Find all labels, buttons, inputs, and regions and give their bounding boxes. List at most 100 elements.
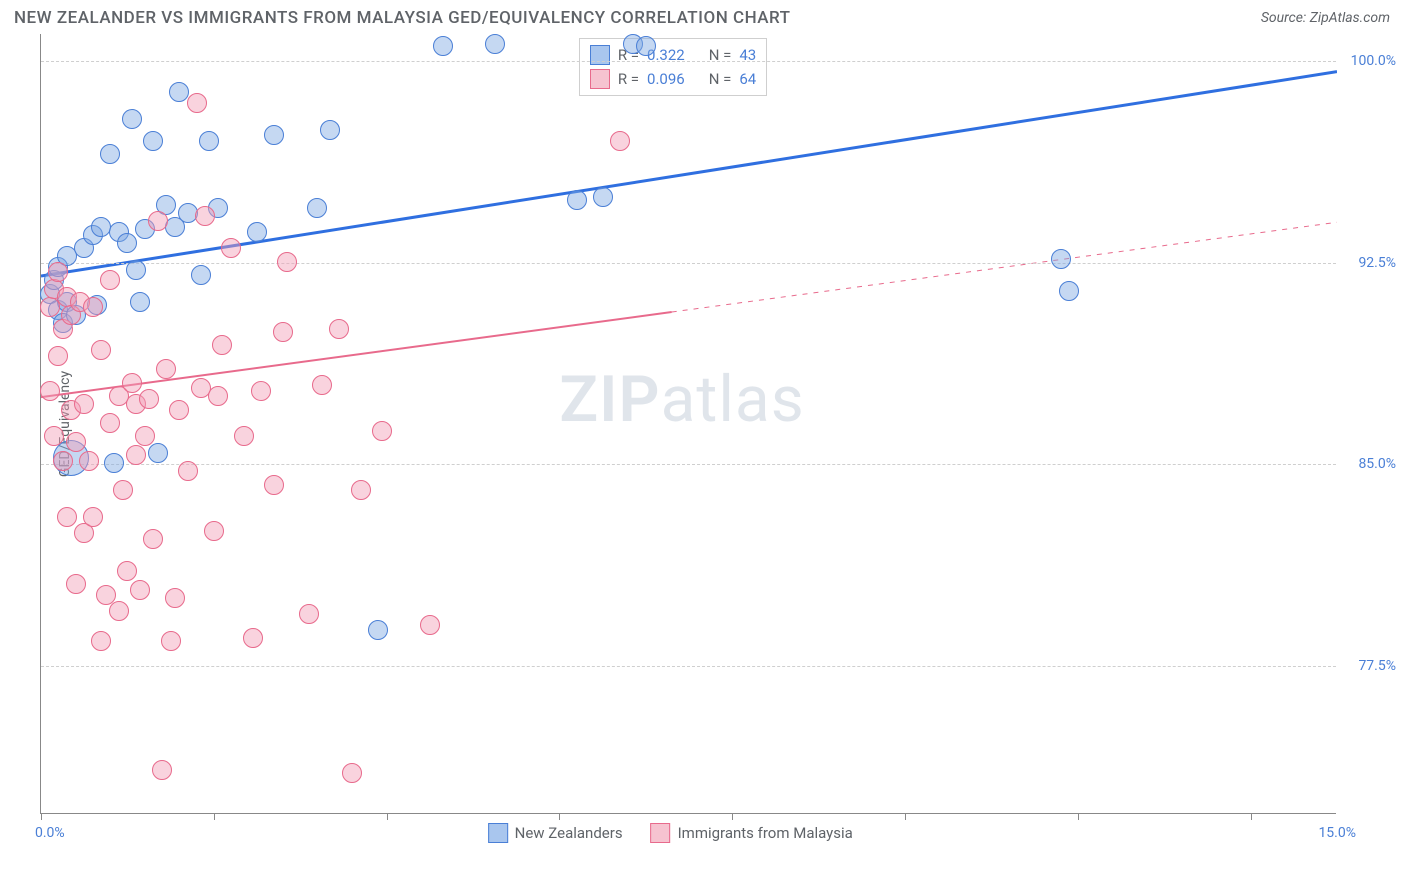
- x-tick: [41, 813, 42, 820]
- x-tick: [905, 813, 906, 820]
- data-point: [130, 292, 150, 312]
- data-point: [148, 211, 168, 231]
- legend-swatch: [651, 823, 671, 843]
- data-point: [48, 262, 68, 282]
- x-tick: [732, 813, 733, 820]
- data-point: [91, 631, 111, 651]
- data-point: [307, 198, 327, 218]
- legend-item: Immigrants from Malaysia: [651, 823, 853, 843]
- data-point: [567, 190, 587, 210]
- legend-item: New Zealanders: [488, 823, 623, 843]
- data-point: [74, 394, 94, 414]
- data-point: [593, 187, 613, 207]
- legend-label: New Zealanders: [515, 824, 623, 842]
- data-point: [117, 561, 137, 581]
- data-point: [126, 260, 146, 280]
- data-point: [320, 120, 340, 140]
- data-point: [148, 443, 168, 463]
- legend-label: Immigrants from Malaysia: [678, 824, 853, 842]
- watermark-post: atlas: [661, 362, 805, 437]
- n-value: 64: [739, 67, 756, 91]
- data-point: [351, 480, 371, 500]
- data-point: [156, 359, 176, 379]
- source-attribution: Source: ZipAtlas.com: [1261, 10, 1390, 26]
- data-point: [165, 588, 185, 608]
- data-point: [130, 580, 150, 600]
- data-point: [66, 574, 86, 594]
- x-tick: [1078, 813, 1079, 820]
- data-point: [312, 375, 332, 395]
- r-label: R =: [618, 67, 639, 91]
- stat-legend-row: R = 0.096 N = 64: [590, 67, 756, 91]
- data-point: [100, 413, 120, 433]
- data-point: [372, 421, 392, 441]
- data-point: [264, 125, 284, 145]
- data-point: [100, 144, 120, 164]
- data-point: [178, 461, 198, 481]
- data-point: [104, 453, 124, 473]
- data-point: [247, 222, 267, 242]
- y-tick-label: 92.5%: [1341, 255, 1396, 271]
- y-tick-label: 77.5%: [1341, 658, 1396, 674]
- data-point: [126, 445, 146, 465]
- gridline: [41, 464, 1336, 465]
- n-label: N =: [709, 67, 732, 91]
- data-point: [208, 386, 228, 406]
- data-point: [277, 252, 297, 272]
- data-point: [329, 319, 349, 339]
- data-point: [91, 340, 111, 360]
- data-point: [79, 451, 99, 471]
- data-point: [299, 604, 319, 624]
- x-min-label: 0.0%: [35, 825, 65, 841]
- data-point: [152, 760, 172, 780]
- data-point: [610, 131, 630, 151]
- n-value: 43: [739, 43, 756, 67]
- data-point: [113, 480, 133, 500]
- stat-legend-row: R =0.322N =43: [590, 43, 756, 67]
- data-point: [485, 34, 505, 54]
- watermark-pre: ZIP: [559, 362, 660, 437]
- data-point: [139, 389, 159, 409]
- data-point: [40, 297, 60, 317]
- trend-lines: [41, 34, 1337, 814]
- series-legend: New Zealanders Immigrants from Malaysia: [488, 823, 853, 843]
- gridline: [41, 666, 1336, 667]
- data-point: [433, 36, 453, 56]
- data-point: [191, 265, 211, 285]
- data-point: [53, 451, 73, 471]
- n-label: N =: [709, 43, 732, 67]
- x-tick: [214, 813, 215, 820]
- data-point: [212, 335, 232, 355]
- y-tick-label: 100.0%: [1341, 53, 1396, 69]
- data-point: [264, 475, 284, 495]
- data-point: [187, 93, 207, 113]
- data-point: [234, 426, 254, 446]
- data-point: [135, 426, 155, 446]
- gridline: [41, 263, 1336, 264]
- data-point: [44, 426, 64, 446]
- gridline: [41, 61, 1336, 62]
- data-point: [122, 373, 142, 393]
- data-point: [57, 507, 77, 527]
- x-tick: [1251, 813, 1252, 820]
- chart-title: NEW ZEALANDER VS IMMIGRANTS FROM MALAYSI…: [14, 8, 791, 28]
- data-point: [66, 432, 86, 452]
- data-point: [221, 238, 241, 258]
- data-point: [109, 601, 129, 621]
- data-point: [83, 507, 103, 527]
- watermark: ZIPatlas: [559, 362, 804, 437]
- data-point: [48, 346, 68, 366]
- data-point: [368, 620, 388, 640]
- r-value: 0.096: [647, 67, 685, 91]
- data-point: [195, 206, 215, 226]
- data-point: [161, 631, 181, 651]
- data-point: [420, 615, 440, 635]
- scatter-plot: ZIPatlas R =0.322N =43R =0.096N =64 New …: [40, 34, 1336, 814]
- data-point: [40, 381, 60, 401]
- data-point: [143, 529, 163, 549]
- data-point: [143, 131, 163, 151]
- x-max-label: 15.0%: [1318, 825, 1356, 841]
- data-point: [1059, 281, 1079, 301]
- x-tick: [387, 813, 388, 820]
- legend-swatch: [488, 823, 508, 843]
